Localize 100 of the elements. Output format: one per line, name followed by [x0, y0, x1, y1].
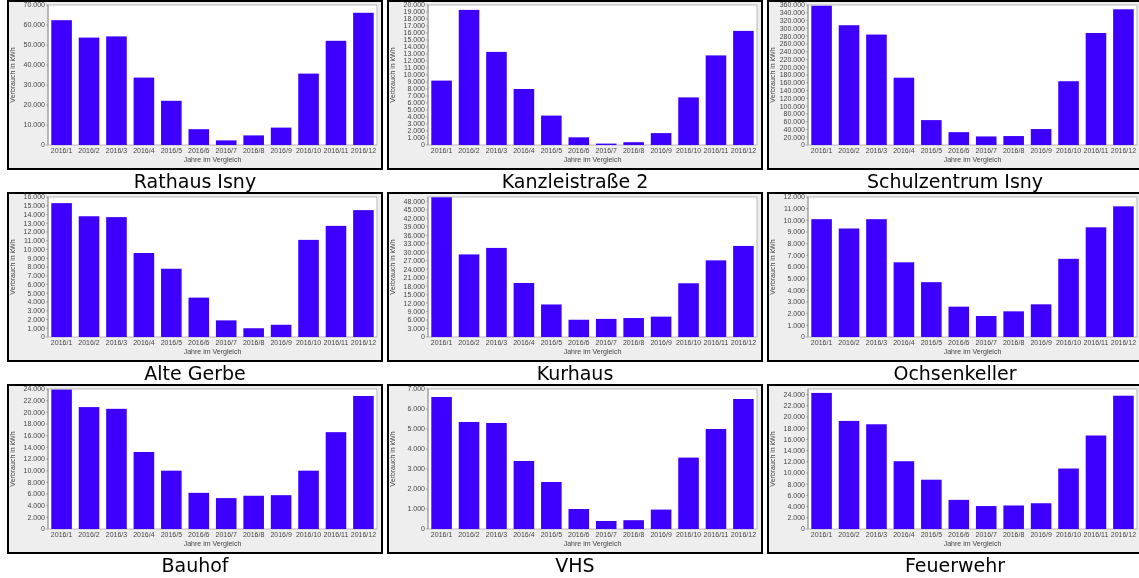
bar — [678, 97, 699, 145]
bar — [325, 225, 347, 337]
bar — [353, 396, 374, 529]
bar — [650, 133, 672, 145]
bar — [948, 499, 970, 529]
bar — [243, 135, 264, 145]
text: Kurhaus — [536, 362, 614, 384]
bar — [921, 479, 942, 529]
bar — [298, 239, 319, 337]
bar — [1058, 258, 1079, 337]
bar — [838, 420, 860, 529]
bar — [51, 389, 72, 529]
bar — [1085, 435, 1107, 529]
bar — [133, 253, 155, 337]
text: Kanzleistraße 2 — [501, 170, 649, 192]
bar — [458, 254, 480, 337]
bar — [78, 407, 100, 529]
bar — [1113, 9, 1134, 145]
bar — [1030, 503, 1052, 529]
bar — [188, 492, 210, 529]
bar — [325, 40, 347, 145]
bar — [298, 470, 319, 529]
bar — [270, 127, 292, 145]
bar — [1030, 129, 1052, 145]
bar — [486, 423, 507, 529]
bar — [133, 77, 155, 145]
bar — [298, 73, 319, 145]
bar — [431, 197, 452, 337]
bar — [893, 461, 915, 529]
bar — [325, 432, 347, 529]
bar — [623, 520, 644, 529]
bar — [1113, 206, 1134, 337]
bar — [458, 9, 480, 145]
bar — [161, 268, 182, 337]
bar — [106, 36, 127, 145]
bar — [568, 137, 590, 145]
bar — [1085, 33, 1107, 145]
text: Rathaus Isny — [133, 170, 257, 192]
bar — [975, 316, 997, 337]
bar — [1113, 395, 1134, 529]
bar — [513, 89, 535, 145]
text: VHS — [555, 554, 595, 576]
text: Ochsenkeller — [893, 362, 1017, 384]
bar — [431, 397, 452, 529]
bar — [133, 452, 155, 529]
bar — [1003, 136, 1024, 145]
bar — [733, 30, 754, 145]
bar — [161, 470, 182, 529]
bar — [1058, 468, 1079, 529]
bar — [1058, 81, 1079, 145]
bar — [188, 297, 210, 337]
bar — [1003, 311, 1024, 337]
bar — [733, 245, 754, 337]
bar — [838, 25, 860, 145]
bar — [78, 216, 100, 337]
bar — [623, 142, 644, 145]
bar — [541, 115, 562, 145]
bar — [161, 100, 182, 145]
bar — [1003, 505, 1024, 529]
bar — [705, 260, 727, 337]
bar — [623, 318, 644, 337]
bar — [568, 509, 590, 529]
bar — [921, 120, 942, 145]
bar — [650, 316, 672, 337]
bar — [270, 495, 292, 529]
bar — [458, 422, 480, 529]
bar — [948, 306, 970, 337]
bar — [353, 12, 374, 145]
text: Feuerwehr — [904, 554, 1006, 576]
bar — [568, 319, 590, 337]
bar — [866, 424, 887, 529]
bar — [893, 262, 915, 337]
bar — [106, 217, 127, 337]
bar — [270, 324, 292, 337]
bar — [51, 20, 72, 145]
bar — [486, 247, 507, 337]
bar — [353, 210, 374, 337]
bar — [838, 228, 860, 337]
bar — [866, 219, 887, 337]
bar — [866, 34, 887, 145]
bar — [541, 482, 562, 529]
bar — [51, 203, 72, 337]
bar — [948, 132, 970, 145]
bar — [975, 506, 997, 529]
bar — [893, 77, 915, 145]
bar — [811, 392, 832, 529]
bar — [733, 399, 754, 529]
bar — [541, 304, 562, 337]
bar — [243, 328, 264, 337]
bar — [215, 320, 237, 337]
bar — [595, 318, 617, 337]
bar — [78, 37, 100, 145]
bar — [243, 495, 264, 529]
bar — [678, 457, 699, 529]
bar — [705, 429, 727, 529]
text: Alte Gerbe — [144, 362, 246, 384]
bar — [678, 283, 699, 337]
bar — [1085, 227, 1107, 337]
bar — [513, 461, 535, 529]
bar — [811, 5, 832, 145]
